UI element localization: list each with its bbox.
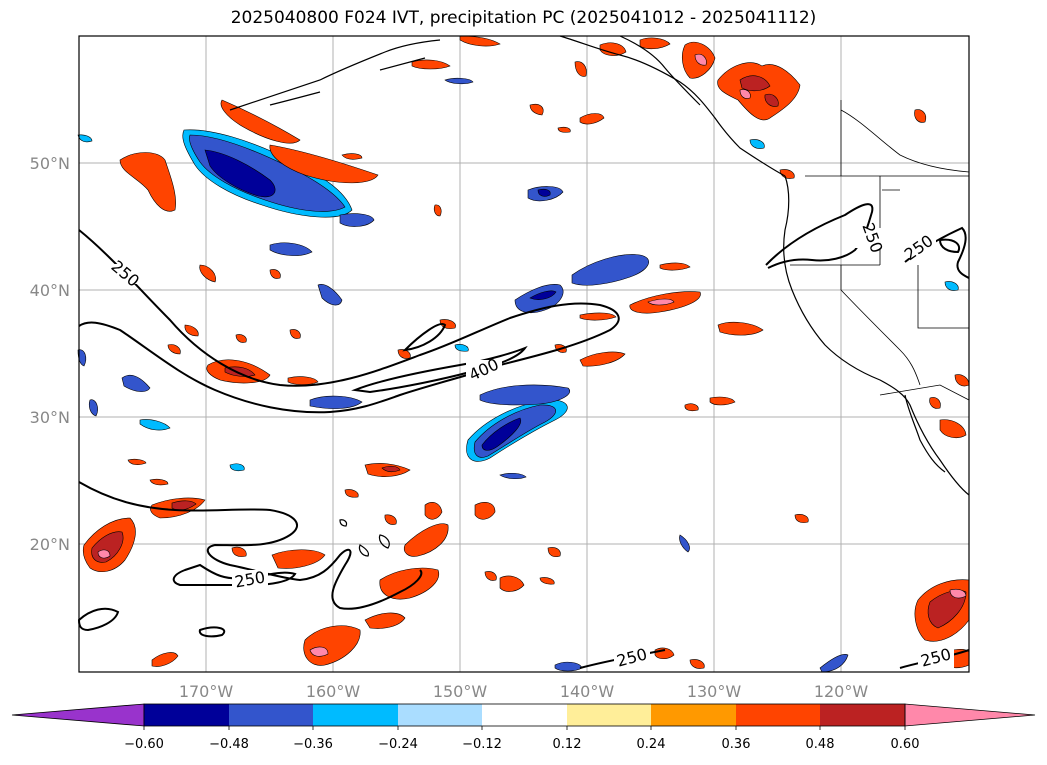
ivt-contours xyxy=(77,203,970,669)
lon-label-150: 150°W xyxy=(433,682,488,701)
positive-anomaly-areas xyxy=(82,35,970,669)
lat-label-50: 50°N xyxy=(30,154,70,173)
colorbar-tick-label: −0.60 xyxy=(124,737,164,752)
colorbar-tick-label: −0.36 xyxy=(293,737,333,752)
lat-label-30: 30°N xyxy=(30,408,70,427)
lon-label-160: 160°W xyxy=(306,682,361,701)
colorbar-segment xyxy=(229,704,313,726)
colorbar-segment xyxy=(820,704,905,726)
map-frame xyxy=(78,35,970,673)
colorbar-segment xyxy=(482,704,567,726)
colorbar-extend-high xyxy=(904,703,1036,727)
colorbar-tick-label: 0.36 xyxy=(722,737,751,752)
colorbar-segment xyxy=(313,704,398,726)
colorbar-tick-label: 0.48 xyxy=(806,737,835,752)
political-borders xyxy=(790,100,970,401)
lon-label-120: 120°W xyxy=(814,682,869,701)
lon-label-130: 130°W xyxy=(687,682,742,701)
colorbar-extend-low xyxy=(11,703,145,727)
lat-label-40: 40°N xyxy=(30,281,70,300)
colorbar-tick-label: −0.24 xyxy=(378,737,418,752)
colorbar-segment xyxy=(398,704,482,726)
lon-label-140: 140°W xyxy=(560,682,615,701)
colorbar-tick-label: 0.60 xyxy=(891,737,920,752)
colorbar-tick-label: 0.12 xyxy=(553,737,582,752)
colorbar-segment xyxy=(651,704,736,726)
negative-anomaly-areas xyxy=(77,77,959,673)
coastlines xyxy=(229,35,970,557)
latitude-labels: 50°N 40°N 30°N 20°N xyxy=(30,154,70,554)
colorbar-segment xyxy=(567,704,651,726)
longitude-labels: 170°W 160°W 150°W 140°W 130°W 120°W xyxy=(179,682,869,701)
colorbar-tick-label: −0.12 xyxy=(462,737,502,752)
colorbar-segment xyxy=(144,704,229,726)
colorbar: −0.60 −0.48 −0.36 −0.24 −0.12 0.12 0.24 … xyxy=(11,703,1036,752)
map-title: 2025040800 F024 IVT, precipitation PC (2… xyxy=(230,8,817,28)
lat-label-20: 20°N xyxy=(30,535,70,554)
colorbar-tick-label: −0.48 xyxy=(209,737,249,752)
colorbar-tick-label: 0.24 xyxy=(637,737,666,752)
colorbar-segment xyxy=(736,704,820,726)
colorbar-ticks xyxy=(143,726,906,730)
lon-label-170: 170°W xyxy=(179,682,234,701)
colorbar-outline xyxy=(143,703,906,727)
